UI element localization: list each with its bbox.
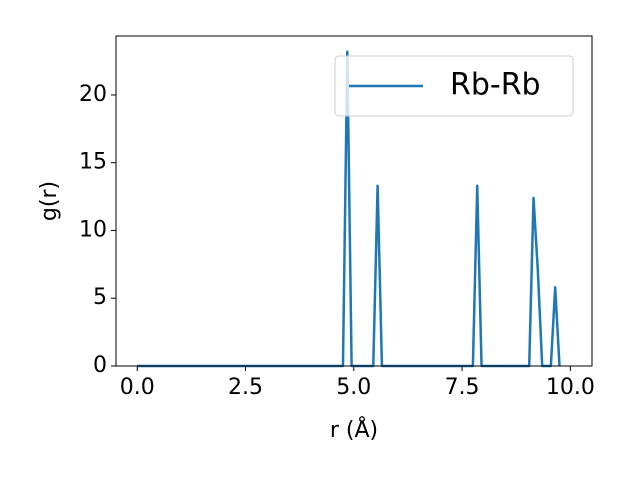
legend-box [334, 55, 574, 117]
plot-frame [115, 35, 593, 367]
x-tick-label: 5.0 [336, 375, 371, 400]
y-axis-label: g(r) [37, 181, 62, 221]
x-tick-label: 0.0 [120, 375, 155, 400]
x-axis-label: r (Å) [330, 416, 378, 443]
y-tick-label: 0 [93, 353, 107, 378]
y-tick-label: 5 [93, 285, 107, 310]
legend-label: Rb-Rb [450, 68, 541, 103]
x-tick-label: 2.5 [228, 375, 263, 400]
x-tick-label: 10.0 [546, 375, 595, 400]
x-tick-label: 7.5 [445, 375, 480, 400]
y-tick-label: 10 [79, 217, 107, 242]
y-tick-label: 20 [79, 82, 107, 107]
y-tick-label: 15 [79, 150, 107, 175]
